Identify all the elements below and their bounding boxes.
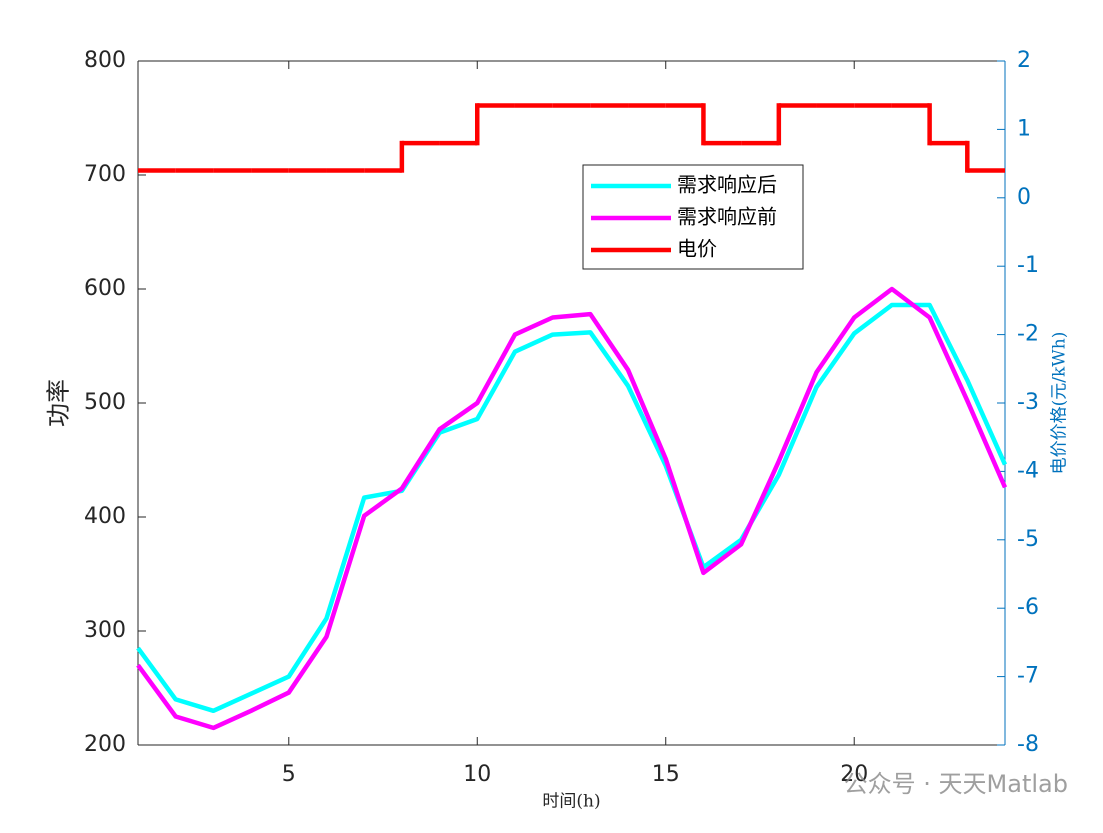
y2-tick-label: 2	[1017, 48, 1031, 73]
y2-tick-label: -2	[1017, 322, 1039, 347]
y-axis-label: 功率	[45, 379, 73, 427]
y2-tick-label: -1	[1017, 253, 1039, 278]
x-tick-label: 20	[840, 762, 868, 787]
y2-tick-label: 1	[1017, 116, 1031, 141]
legend-label: 需求响应后	[677, 173, 777, 197]
series-line	[136, 302, 1008, 714]
y-tick-label: 800	[84, 48, 126, 73]
x-tick-label: 15	[652, 762, 680, 787]
y-tick-label: 400	[84, 504, 126, 529]
watermark: 公众号 · 天天Matlab	[844, 770, 1068, 798]
legend-label: 需求响应前	[677, 205, 777, 229]
y2-tick-label: -3	[1017, 390, 1039, 415]
x-tick-label: 10	[463, 762, 491, 787]
legend-label: 电价	[677, 237, 717, 261]
y2-tick-label: -5	[1017, 527, 1039, 552]
y2-tick-label: -7	[1017, 664, 1039, 689]
y2-tick-label: -4	[1017, 458, 1039, 483]
series-line	[136, 286, 1008, 731]
y2-tick-label: -6	[1017, 595, 1039, 620]
y-tick-label: 500	[84, 390, 126, 415]
y-tick-label: 300	[84, 618, 126, 643]
y-tick-label: 700	[84, 162, 126, 187]
y2-tick-label: 0	[1017, 185, 1031, 210]
y-tick-label: 200	[84, 732, 126, 757]
y2-axis-label: 电价价格(元/kWh)	[1050, 332, 1070, 475]
y-tick-label: 600	[84, 276, 126, 301]
x-tick-label: 5	[282, 762, 296, 787]
y2-tick-label: -8	[1017, 732, 1039, 757]
x-axis-label: 时间(h)	[542, 792, 600, 812]
